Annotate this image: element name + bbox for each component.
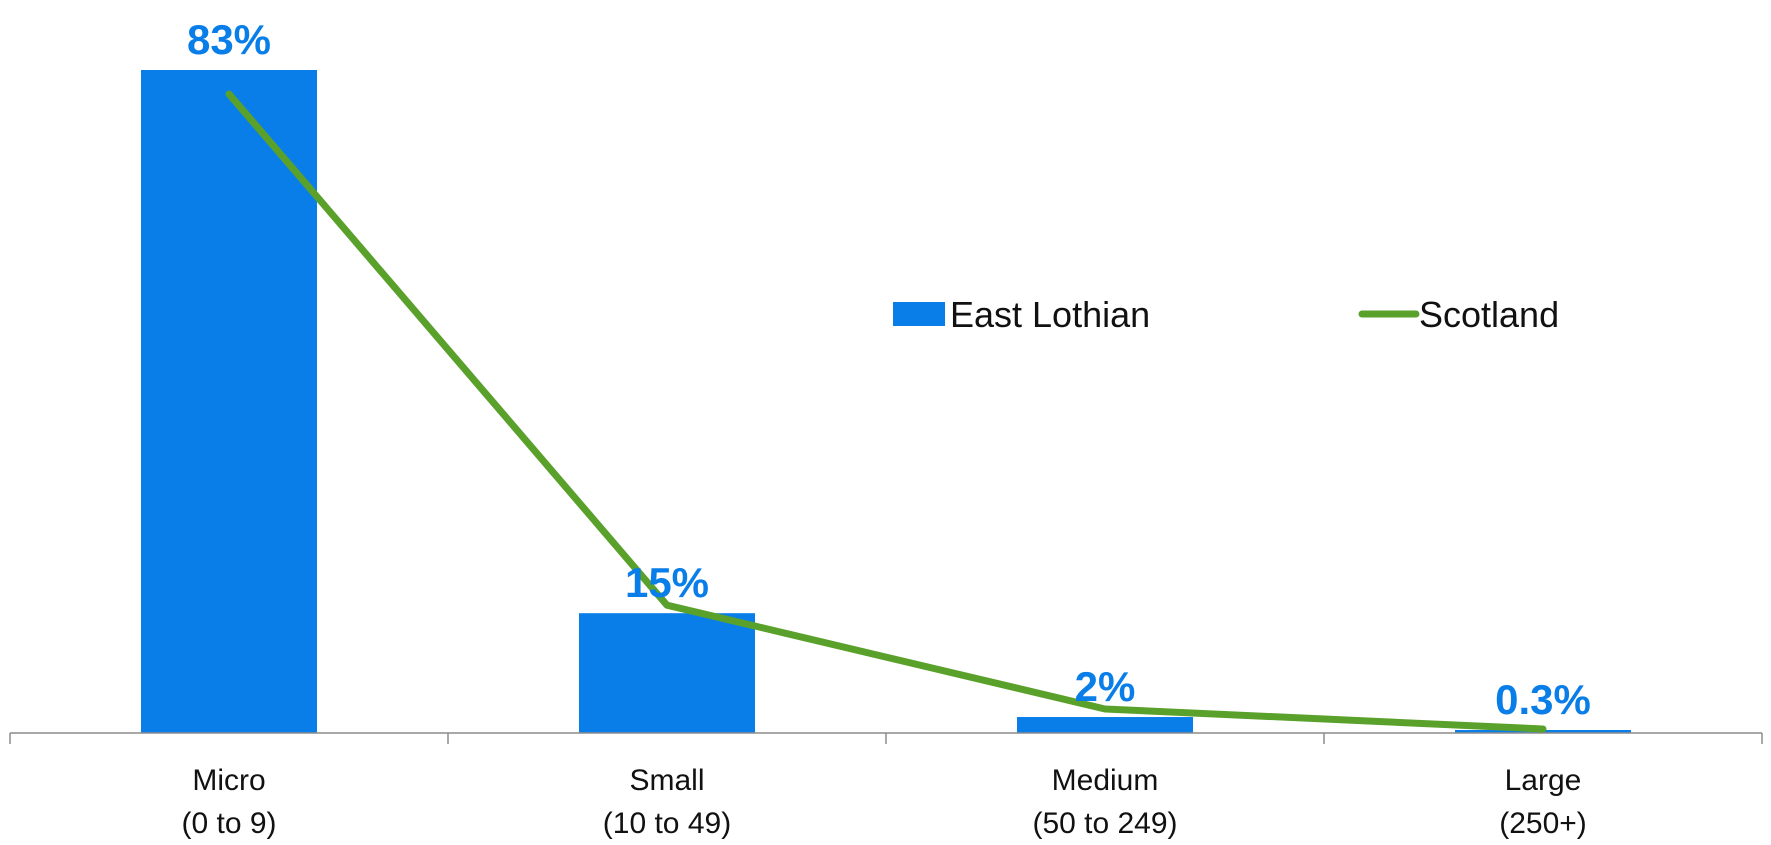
data-label-medium: 2% [1075, 663, 1136, 710]
data-label-small: 15% [625, 559, 709, 606]
bar-medium [1017, 717, 1193, 733]
legend-label-scotland: Scotland [1419, 294, 1559, 335]
x-tick-label: Large [1505, 764, 1582, 797]
scotland-line [225, 90, 1547, 733]
x-tick-sublabel: (50 to 249) [1032, 807, 1177, 840]
scotland-line-layer [225, 90, 1547, 733]
legend-swatch-east-lothian [893, 302, 945, 326]
x-tick-sublabel: (250+) [1499, 807, 1587, 840]
data-label-large: 0.3% [1495, 676, 1591, 723]
data-labels-layer: 83% 15% 2% 0.3% [187, 16, 1591, 723]
x-axis: Micro (0 to 9) Small (10 to 49) Medium (50 to… [9, 732, 1763, 840]
x-tick-label: Medium [1052, 764, 1159, 797]
bars-layer [141, 70, 1631, 733]
legend: East Lothian Scotland [893, 294, 1559, 335]
bar-micro [141, 70, 317, 733]
x-tick-sublabel: (10 to 49) [603, 807, 731, 840]
bar-small [579, 613, 755, 733]
x-tick-sublabel: (0 to 9) [181, 807, 276, 840]
x-tick-label: Micro [192, 764, 265, 797]
x-tick-label: Small [629, 764, 704, 797]
legend-label-east-lothian: East Lothian [950, 294, 1150, 335]
data-label-micro: 83% [187, 16, 271, 63]
